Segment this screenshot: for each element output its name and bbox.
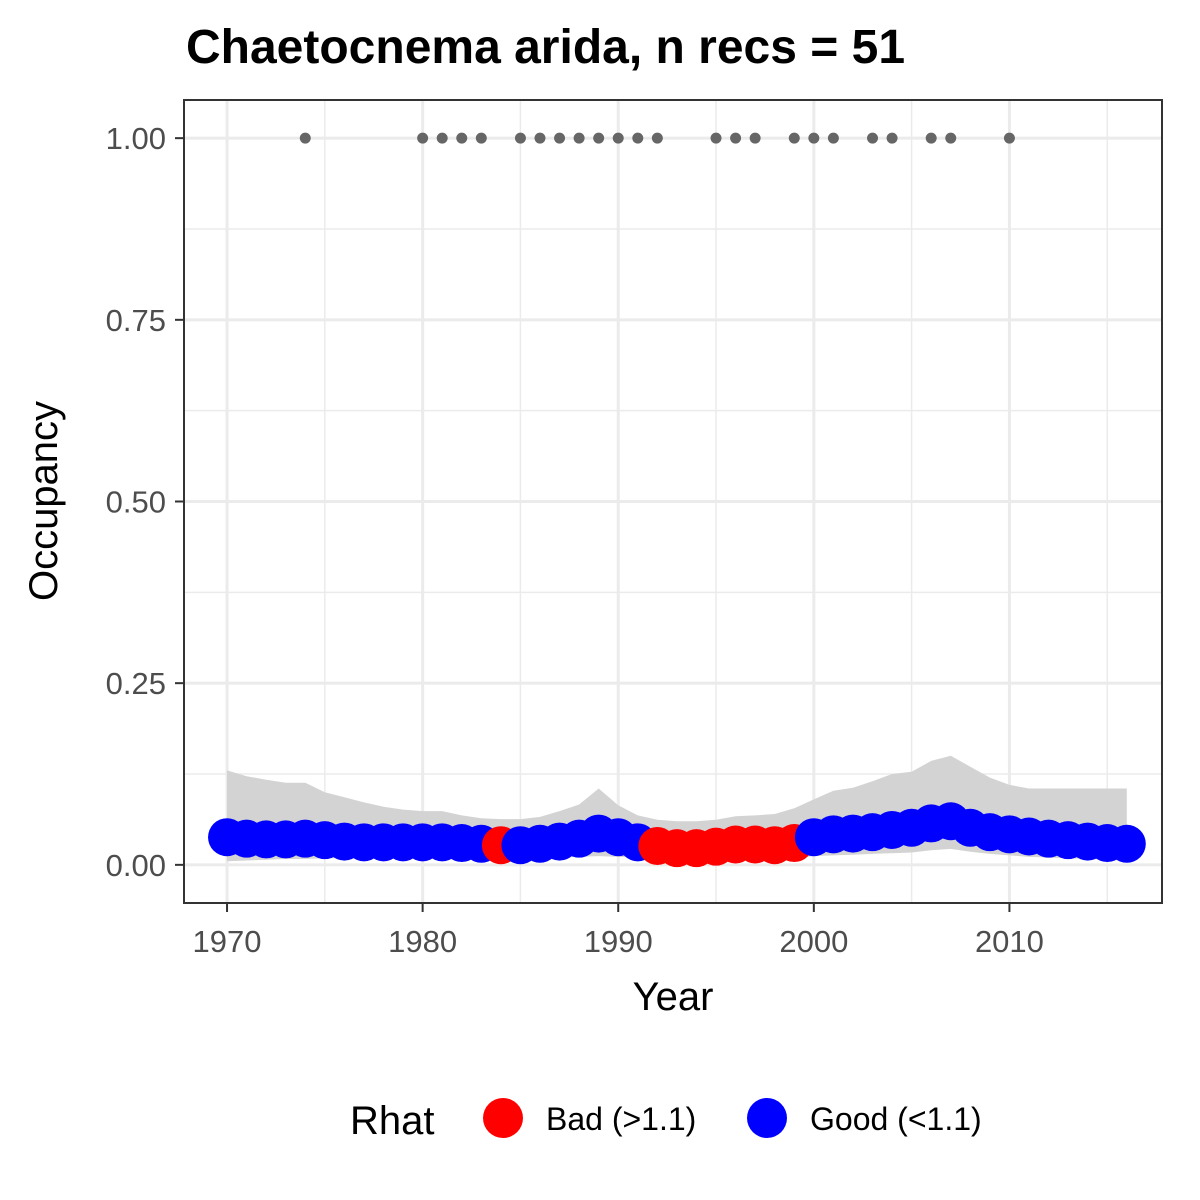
x-tick-label: 1990 bbox=[584, 924, 653, 959]
x-tick-label: 2000 bbox=[779, 924, 848, 959]
record-point bbox=[417, 132, 429, 144]
plot-panel bbox=[183, 99, 1163, 904]
record-point bbox=[886, 132, 898, 144]
record-point bbox=[710, 132, 722, 144]
y-tick-label: 0.75 bbox=[106, 303, 166, 338]
record-point bbox=[534, 132, 546, 144]
record-point bbox=[945, 132, 957, 144]
record-point bbox=[514, 132, 526, 144]
record-point bbox=[436, 132, 448, 144]
legend-title: Rhat bbox=[350, 1099, 435, 1143]
record-point bbox=[475, 132, 487, 144]
x-tick-label: 1970 bbox=[193, 924, 262, 959]
estimate-points-layer bbox=[208, 802, 1146, 868]
record-point bbox=[456, 132, 468, 144]
legend-key-good bbox=[747, 1098, 787, 1138]
y-tick-label: 0.50 bbox=[106, 485, 166, 520]
record-point bbox=[730, 132, 742, 144]
legend: Rhat Bad (>1.1) Good (<1.1) bbox=[350, 1098, 982, 1143]
y-tick-label: 0.00 bbox=[106, 848, 166, 883]
x-tick-label: 1980 bbox=[388, 924, 457, 959]
record-point bbox=[867, 132, 879, 144]
y-tick-label: 0.25 bbox=[106, 666, 166, 701]
record-point bbox=[1003, 132, 1015, 144]
record-point bbox=[651, 132, 663, 144]
record-point bbox=[573, 132, 585, 144]
y-tick-label: 1.00 bbox=[106, 121, 166, 156]
record-point bbox=[925, 132, 937, 144]
record-point bbox=[632, 132, 644, 144]
record-point bbox=[749, 132, 761, 144]
record-point bbox=[612, 132, 624, 144]
legend-key-bad bbox=[483, 1098, 523, 1138]
chart-title: Chaetocnema arida, n recs = 51 bbox=[186, 21, 905, 74]
record-point bbox=[593, 132, 605, 144]
x-axis: 1970 1980 1990 2000 2010 bbox=[193, 903, 1044, 959]
x-tick-label: 2010 bbox=[975, 924, 1044, 959]
record-point bbox=[788, 132, 800, 144]
x-axis-title: Year bbox=[633, 975, 714, 1019]
record-point bbox=[299, 132, 311, 144]
occupancy-point bbox=[1107, 824, 1146, 863]
record-point bbox=[827, 132, 839, 144]
record-points-layer bbox=[299, 132, 1015, 144]
record-point bbox=[808, 132, 820, 144]
legend-label-good: Good (<1.1) bbox=[810, 1101, 982, 1137]
y-axis-title: Occupancy bbox=[22, 401, 66, 601]
legend-label-bad: Bad (>1.1) bbox=[546, 1101, 696, 1137]
y-axis: 0.00 0.25 0.50 0.75 1.00 bbox=[106, 121, 184, 883]
record-point bbox=[554, 132, 566, 144]
